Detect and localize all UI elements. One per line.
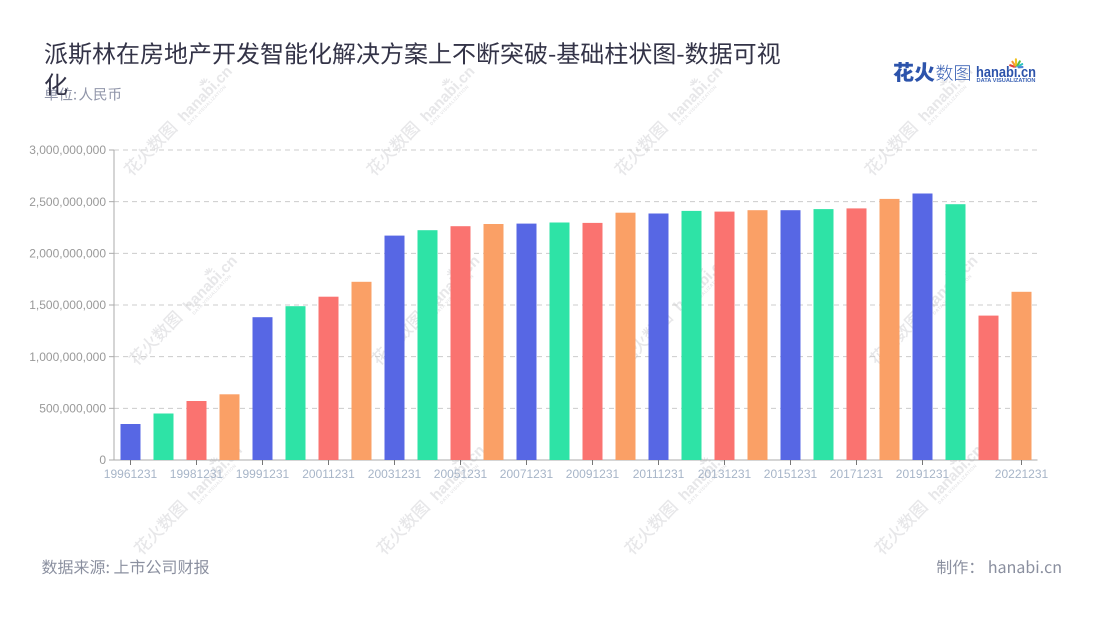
svg-text:20051231: 20051231 [434, 467, 488, 481]
svg-text:19991231: 19991231 [236, 467, 290, 481]
svg-text:20131231: 20131231 [698, 467, 752, 481]
svg-text:19961231: 19961231 [104, 467, 158, 481]
svg-text:20011231: 20011231 [302, 467, 355, 481]
svg-text:2,000,000,000: 2,000,000,000 [29, 247, 106, 261]
svg-text:19981231: 19981231 [170, 467, 224, 481]
svg-text:1,000,000,000: 1,000,000,000 [29, 350, 106, 364]
svg-text:DATA VISUALIZATION: DATA VISUALIZATION [977, 78, 1036, 84]
svg-text:20171231: 20171231 [830, 467, 884, 481]
svg-text:20111231: 20111231 [633, 467, 685, 481]
svg-text:0: 0 [99, 453, 106, 467]
svg-text:500,000,000: 500,000,000 [39, 402, 106, 416]
svg-text:20191231: 20191231 [896, 467, 950, 481]
svg-text:20031231: 20031231 [368, 467, 422, 481]
svg-text:20071231: 20071231 [500, 467, 554, 481]
svg-text:20221231: 20221231 [995, 467, 1049, 481]
svg-text:1,500,000,000: 1,500,000,000 [29, 298, 106, 312]
svg-text:2,500,000,000: 2,500,000,000 [29, 195, 106, 209]
svg-text:20151231: 20151231 [764, 467, 818, 481]
svg-text:20091231: 20091231 [566, 467, 620, 481]
svg-text:3,000,000,000: 3,000,000,000 [29, 143, 106, 157]
